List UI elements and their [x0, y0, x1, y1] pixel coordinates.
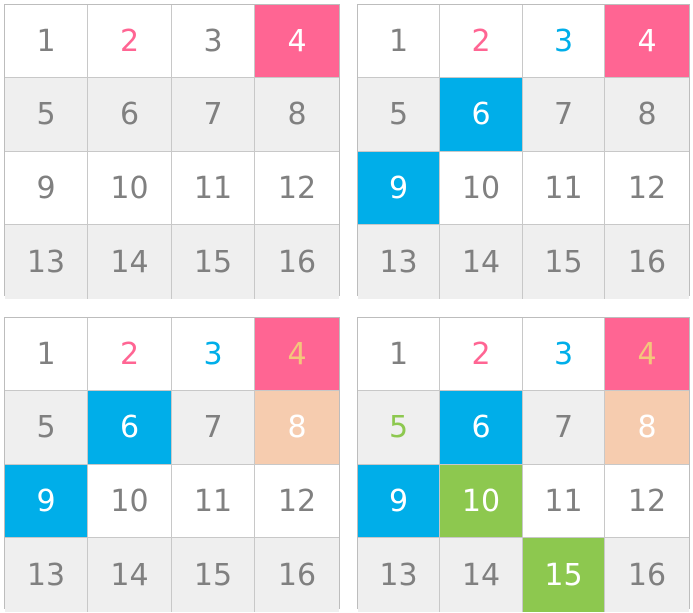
grid-cell: 15	[172, 225, 255, 299]
grid-cell: 12	[605, 152, 689, 225]
grid-cell: 15	[523, 538, 605, 612]
grid-cell: 13	[5, 538, 88, 612]
grid-cell: 8	[605, 78, 689, 152]
grid-cell: 5	[358, 78, 440, 152]
grid-cell: 10	[440, 152, 523, 225]
number-grid-1: 1 2 3 4 5 6 7 8 9 10 11 12 13 14 15 16	[4, 4, 340, 299]
grid-cell: 14	[440, 225, 523, 299]
grid-cell: 16	[255, 225, 339, 299]
grid-cell: 4	[605, 318, 689, 391]
grid-cell: 3	[523, 5, 605, 78]
grid-cell: 7	[523, 391, 605, 465]
grid-cell: 1	[5, 5, 88, 78]
grid-cell: 1	[358, 318, 440, 391]
grid-cell: 5	[358, 391, 440, 465]
grid-cell: 2	[440, 5, 523, 78]
grid-cell: 11	[523, 465, 605, 538]
grid-cell: 6	[88, 391, 172, 465]
grid-cell: 9	[5, 465, 88, 538]
grid-cell: 2	[88, 5, 172, 78]
grid-cell: 7	[523, 78, 605, 152]
grid-cell: 11	[172, 152, 255, 225]
grid-cell: 4	[605, 5, 689, 78]
grid-cell: 10	[88, 465, 172, 538]
grid-cell: 1	[358, 5, 440, 78]
grid-cell: 4	[255, 318, 339, 391]
grid-cell: 9	[5, 152, 88, 225]
grid-cell: 14	[88, 225, 172, 299]
grid-cell: 12	[605, 465, 689, 538]
grid-cell: 13	[358, 225, 440, 299]
grid-cell: 5	[5, 78, 88, 152]
grid-cell: 11	[172, 465, 255, 538]
grid-cell: 12	[255, 152, 339, 225]
grid-cell: 9	[358, 465, 440, 538]
grid-cell: 3	[172, 5, 255, 78]
grid-cell: 7	[172, 391, 255, 465]
grid-cell: 6	[440, 391, 523, 465]
grid-cell: 16	[605, 538, 689, 612]
grid-cell: 7	[172, 78, 255, 152]
grid-cell: 6	[88, 78, 172, 152]
grid-cell: 3	[523, 318, 605, 391]
grid-cell: 13	[5, 225, 88, 299]
grid-cell: 16	[605, 225, 689, 299]
grid-cell: 8	[605, 391, 689, 465]
grid-cell: 10	[440, 465, 523, 538]
grid-cell: 3	[172, 318, 255, 391]
grid-cell: 1	[5, 318, 88, 391]
grid-cell: 5	[5, 391, 88, 465]
grid-cell: 4	[255, 5, 339, 78]
number-grid-3: 1 2 3 4 5 6 7 8 9 10 11 12 13 14 15 16	[4, 317, 340, 612]
grid-cell: 8	[255, 391, 339, 465]
grid-cell: 15	[523, 225, 605, 299]
grid-cell: 12	[255, 465, 339, 538]
number-grid-2: 1 2 3 4 5 6 7 8 9 10 11 12 13 14 15 16	[357, 4, 690, 299]
grid-cell: 15	[172, 538, 255, 612]
grid-cell: 2	[88, 318, 172, 391]
grid-cell: 9	[358, 152, 440, 225]
number-grid-4: 1 2 3 4 5 6 7 8 9 10 11 12 13 14 15 16	[357, 317, 690, 612]
grid-cell: 2	[440, 318, 523, 391]
grid-cell: 8	[255, 78, 339, 152]
grid-cell: 13	[358, 538, 440, 612]
grid-cell: 16	[255, 538, 339, 612]
grid-cell: 6	[440, 78, 523, 152]
grid-cell: 14	[440, 538, 523, 612]
grid-cell: 10	[88, 152, 172, 225]
grid-cell: 11	[523, 152, 605, 225]
grid-cell: 14	[88, 538, 172, 612]
